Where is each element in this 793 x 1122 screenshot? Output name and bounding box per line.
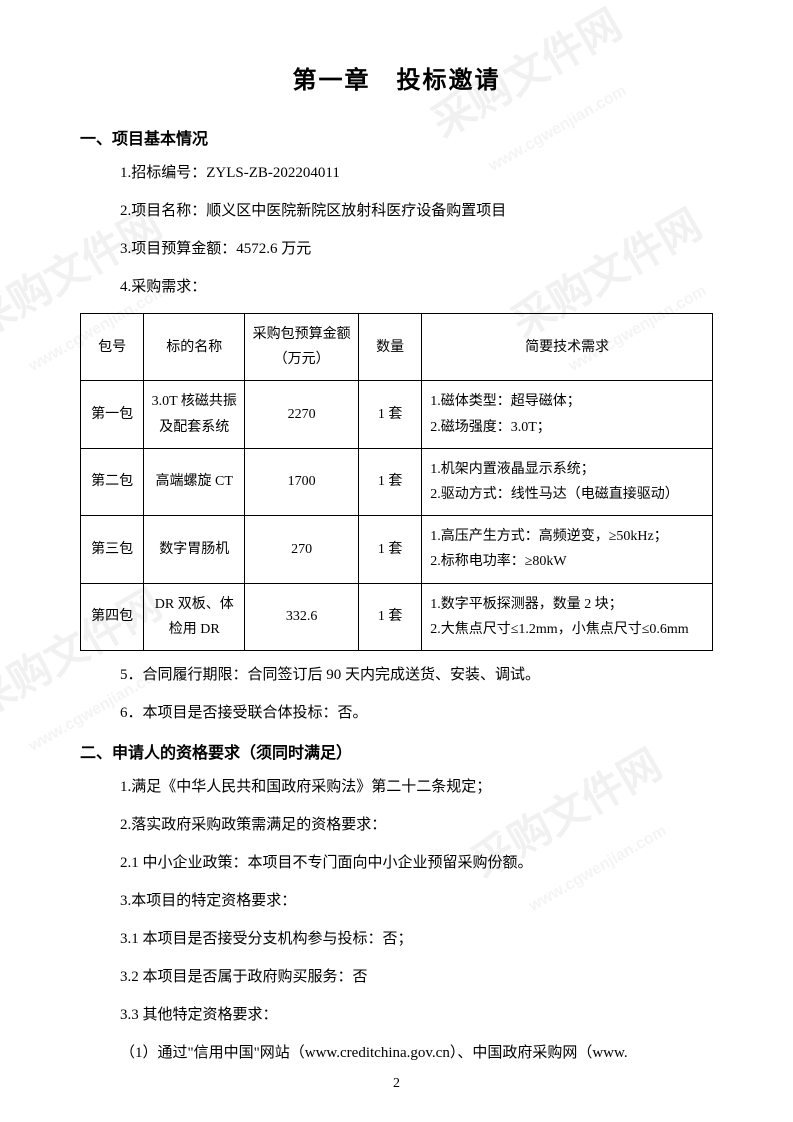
header-package: 包号: [81, 314, 144, 381]
req-item-2-1: 2.1 中小企业政策：本项目不专门面向中小企业预留采购份额。: [120, 851, 713, 875]
project-name: 2.项目名称：顺义区中医院新院区放射科医疗设备购置项目: [120, 199, 713, 223]
chapter-title: 第一章 投标邀请: [80, 60, 713, 95]
cell-tech: 1.机架内置液晶显示系统；2.驱动方式：线性马达（电磁直接驱动）: [422, 448, 713, 515]
cell-qty: 1 套: [359, 583, 422, 650]
req-item-2: 2.落实政府采购政策需满足的资格要求：: [120, 813, 713, 837]
req-item-3-3: 3.3 其他特定资格要求：: [120, 1003, 713, 1027]
header-quantity: 数量: [359, 314, 422, 381]
project-budget: 3.项目预算金额：4572.6 万元: [120, 237, 713, 261]
procurement-table: 包号 标的名称 采购包预算金额（万元） 数量 简要技术需求 第一包 3.0T 核…: [80, 313, 713, 651]
header-budget: 采购包预算金额（万元）: [245, 314, 359, 381]
section2-heading: 二、申请人的资格要求（须同时满足）: [80, 739, 713, 763]
cell-pkg: 第三包: [81, 516, 144, 583]
table-row: 第四包 DR 双板、体检用 DR 332.6 1 套 1.数字平板探测器，数量 …: [81, 583, 713, 650]
req-item-3-2: 3.2 本项目是否属于政府购买服务：否: [120, 965, 713, 989]
req-item-3-1: 3.1 本项目是否接受分支机构参与投标：否；: [120, 927, 713, 951]
cell-pkg: 第四包: [81, 583, 144, 650]
cell-qty: 1 套: [359, 381, 422, 448]
consortium-bid: 6．本项目是否接受联合体投标：否。: [120, 701, 713, 725]
table-header-row: 包号 标的名称 采购包预算金额（万元） 数量 简要技术需求: [81, 314, 713, 381]
req-item-3: 3.本项目的特定资格要求：: [120, 889, 713, 913]
bid-number: 1.招标编号：ZYLS-ZB-202204011: [120, 161, 713, 185]
table-row: 第三包 数字胃肠机 270 1 套 1.高压产生方式：高频逆变，≥50kHz；2…: [81, 516, 713, 583]
cell-budget: 2270: [245, 381, 359, 448]
contract-period: 5．合同履行期限：合同签订后 90 天内完成送货、安装、调试。: [120, 663, 713, 687]
cell-tech: 1.磁体类型：超导磁体；2.磁场强度：3.0T；: [422, 381, 713, 448]
req-item-1: 1.满足《中华人民共和国政府采购法》第二十二条规定；: [120, 775, 713, 799]
page-number: 2: [0, 1076, 793, 1092]
cell-name: 3.0T 核磁共振及配套系统: [144, 381, 245, 448]
req-item-3-3-1: （1）通过"信用中国"网站（www.creditchina.gov.cn）、中国…: [120, 1041, 713, 1065]
cell-budget: 1700: [245, 448, 359, 515]
cell-budget: 332.6: [245, 583, 359, 650]
cell-tech: 1.数字平板探测器，数量 2 块；2.大焦点尺寸≤1.2mm，小焦点尺寸≤0.6…: [422, 583, 713, 650]
cell-name: 高端螺旋 CT: [144, 448, 245, 515]
cell-name: 数字胃肠机: [144, 516, 245, 583]
cell-pkg: 第一包: [81, 381, 144, 448]
cell-qty: 1 套: [359, 516, 422, 583]
procurement-needs-label: 4.采购需求：: [120, 275, 713, 299]
cell-tech: 1.高压产生方式：高频逆变，≥50kHz；2.标称电功率：≥80kW: [422, 516, 713, 583]
cell-name: DR 双板、体检用 DR: [144, 583, 245, 650]
header-tech: 简要技术需求: [422, 314, 713, 381]
section1-heading: 一、项目基本情况: [80, 125, 713, 149]
table-row: 第一包 3.0T 核磁共振及配套系统 2270 1 套 1.磁体类型：超导磁体；…: [81, 381, 713, 448]
cell-qty: 1 套: [359, 448, 422, 515]
table-row: 第二包 高端螺旋 CT 1700 1 套 1.机架内置液晶显示系统；2.驱动方式…: [81, 448, 713, 515]
cell-budget: 270: [245, 516, 359, 583]
header-name: 标的名称: [144, 314, 245, 381]
cell-pkg: 第二包: [81, 448, 144, 515]
